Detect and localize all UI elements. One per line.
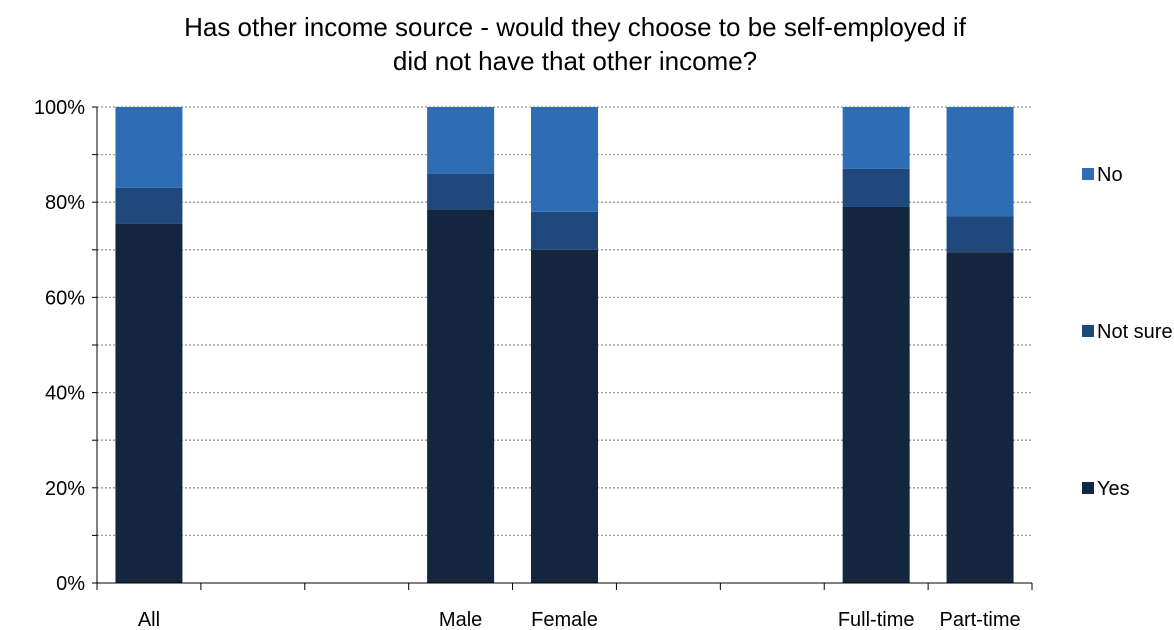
legend-label: No [1097,164,1123,186]
y-tick-label: 0% [56,573,85,595]
chart-title: Has other income source - would they cho… [60,10,1090,78]
x-tick-label: Female [531,609,598,630]
x-tick-label: All [138,609,160,630]
legend-swatch [1082,325,1094,337]
x-tick-label: Male [439,609,482,630]
bar-segment [427,209,495,583]
y-tick-label: 80% [45,192,85,214]
bar-segment [115,187,183,224]
bar-segment [115,107,183,188]
bar-segment [531,211,598,250]
bar-segment [115,223,183,583]
y-tick-label: 20% [45,478,85,500]
legend-swatch [1082,168,1094,180]
bar-segment [427,107,495,174]
bar-segment [427,173,495,210]
bar-segment [946,107,1014,217]
bar-segment [842,206,910,583]
y-tick-label: 40% [45,383,85,405]
chart-title-line-1: Has other income source - would they cho… [184,12,966,42]
legend-label: Yes [1097,478,1130,500]
legend-label: Not sure [1097,321,1173,343]
legend-swatch [1082,482,1094,494]
x-tick-label: Part-time [939,609,1020,630]
y-tick-label: 100% [34,97,85,119]
axes: 0% 20% 40% 60% 80% 100% All Male Female Full-time… [34,97,1033,630]
bar-segment [946,252,1014,583]
chart-title-line-2: did not have that other income? [392,46,758,76]
bar-segment [842,107,910,169]
bars [115,107,1014,584]
legend: No Not sure Yes [1082,164,1173,500]
bar-segment [531,107,598,212]
y-tick-label: 60% [45,287,85,309]
bar-segment [842,168,910,207]
bar-segment [531,249,598,584]
x-tick-label: Full-time [838,609,915,630]
bar-segment [946,216,1014,253]
